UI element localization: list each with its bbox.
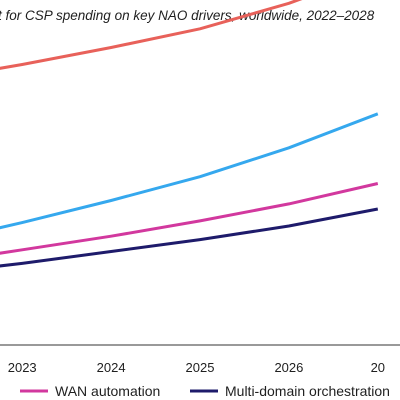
series-line-3	[0, 182, 379, 255]
legend-label: WAN automation	[55, 383, 160, 399]
series-line-4	[0, 207, 379, 268]
x-tick-label: 2023	[8, 360, 37, 375]
x-tick-label: 2024	[97, 360, 126, 375]
series-line-2	[0, 112, 379, 230]
x-axis-ticks: 2023 2024 2025 2026 20	[8, 360, 385, 375]
x-tick-label: 2025	[186, 360, 215, 375]
series-line-1	[0, 0, 303, 70]
x-tick-label: 20	[371, 360, 385, 375]
series-layer	[0, 0, 379, 268]
legend: WAN automation Multi-domain orchestration	[20, 383, 390, 399]
x-tick-label: 2026	[274, 360, 303, 375]
chart-title: t for CSP spending on key NAO drivers, w…	[0, 8, 375, 23]
legend-label: Multi-domain orchestration	[225, 383, 390, 399]
